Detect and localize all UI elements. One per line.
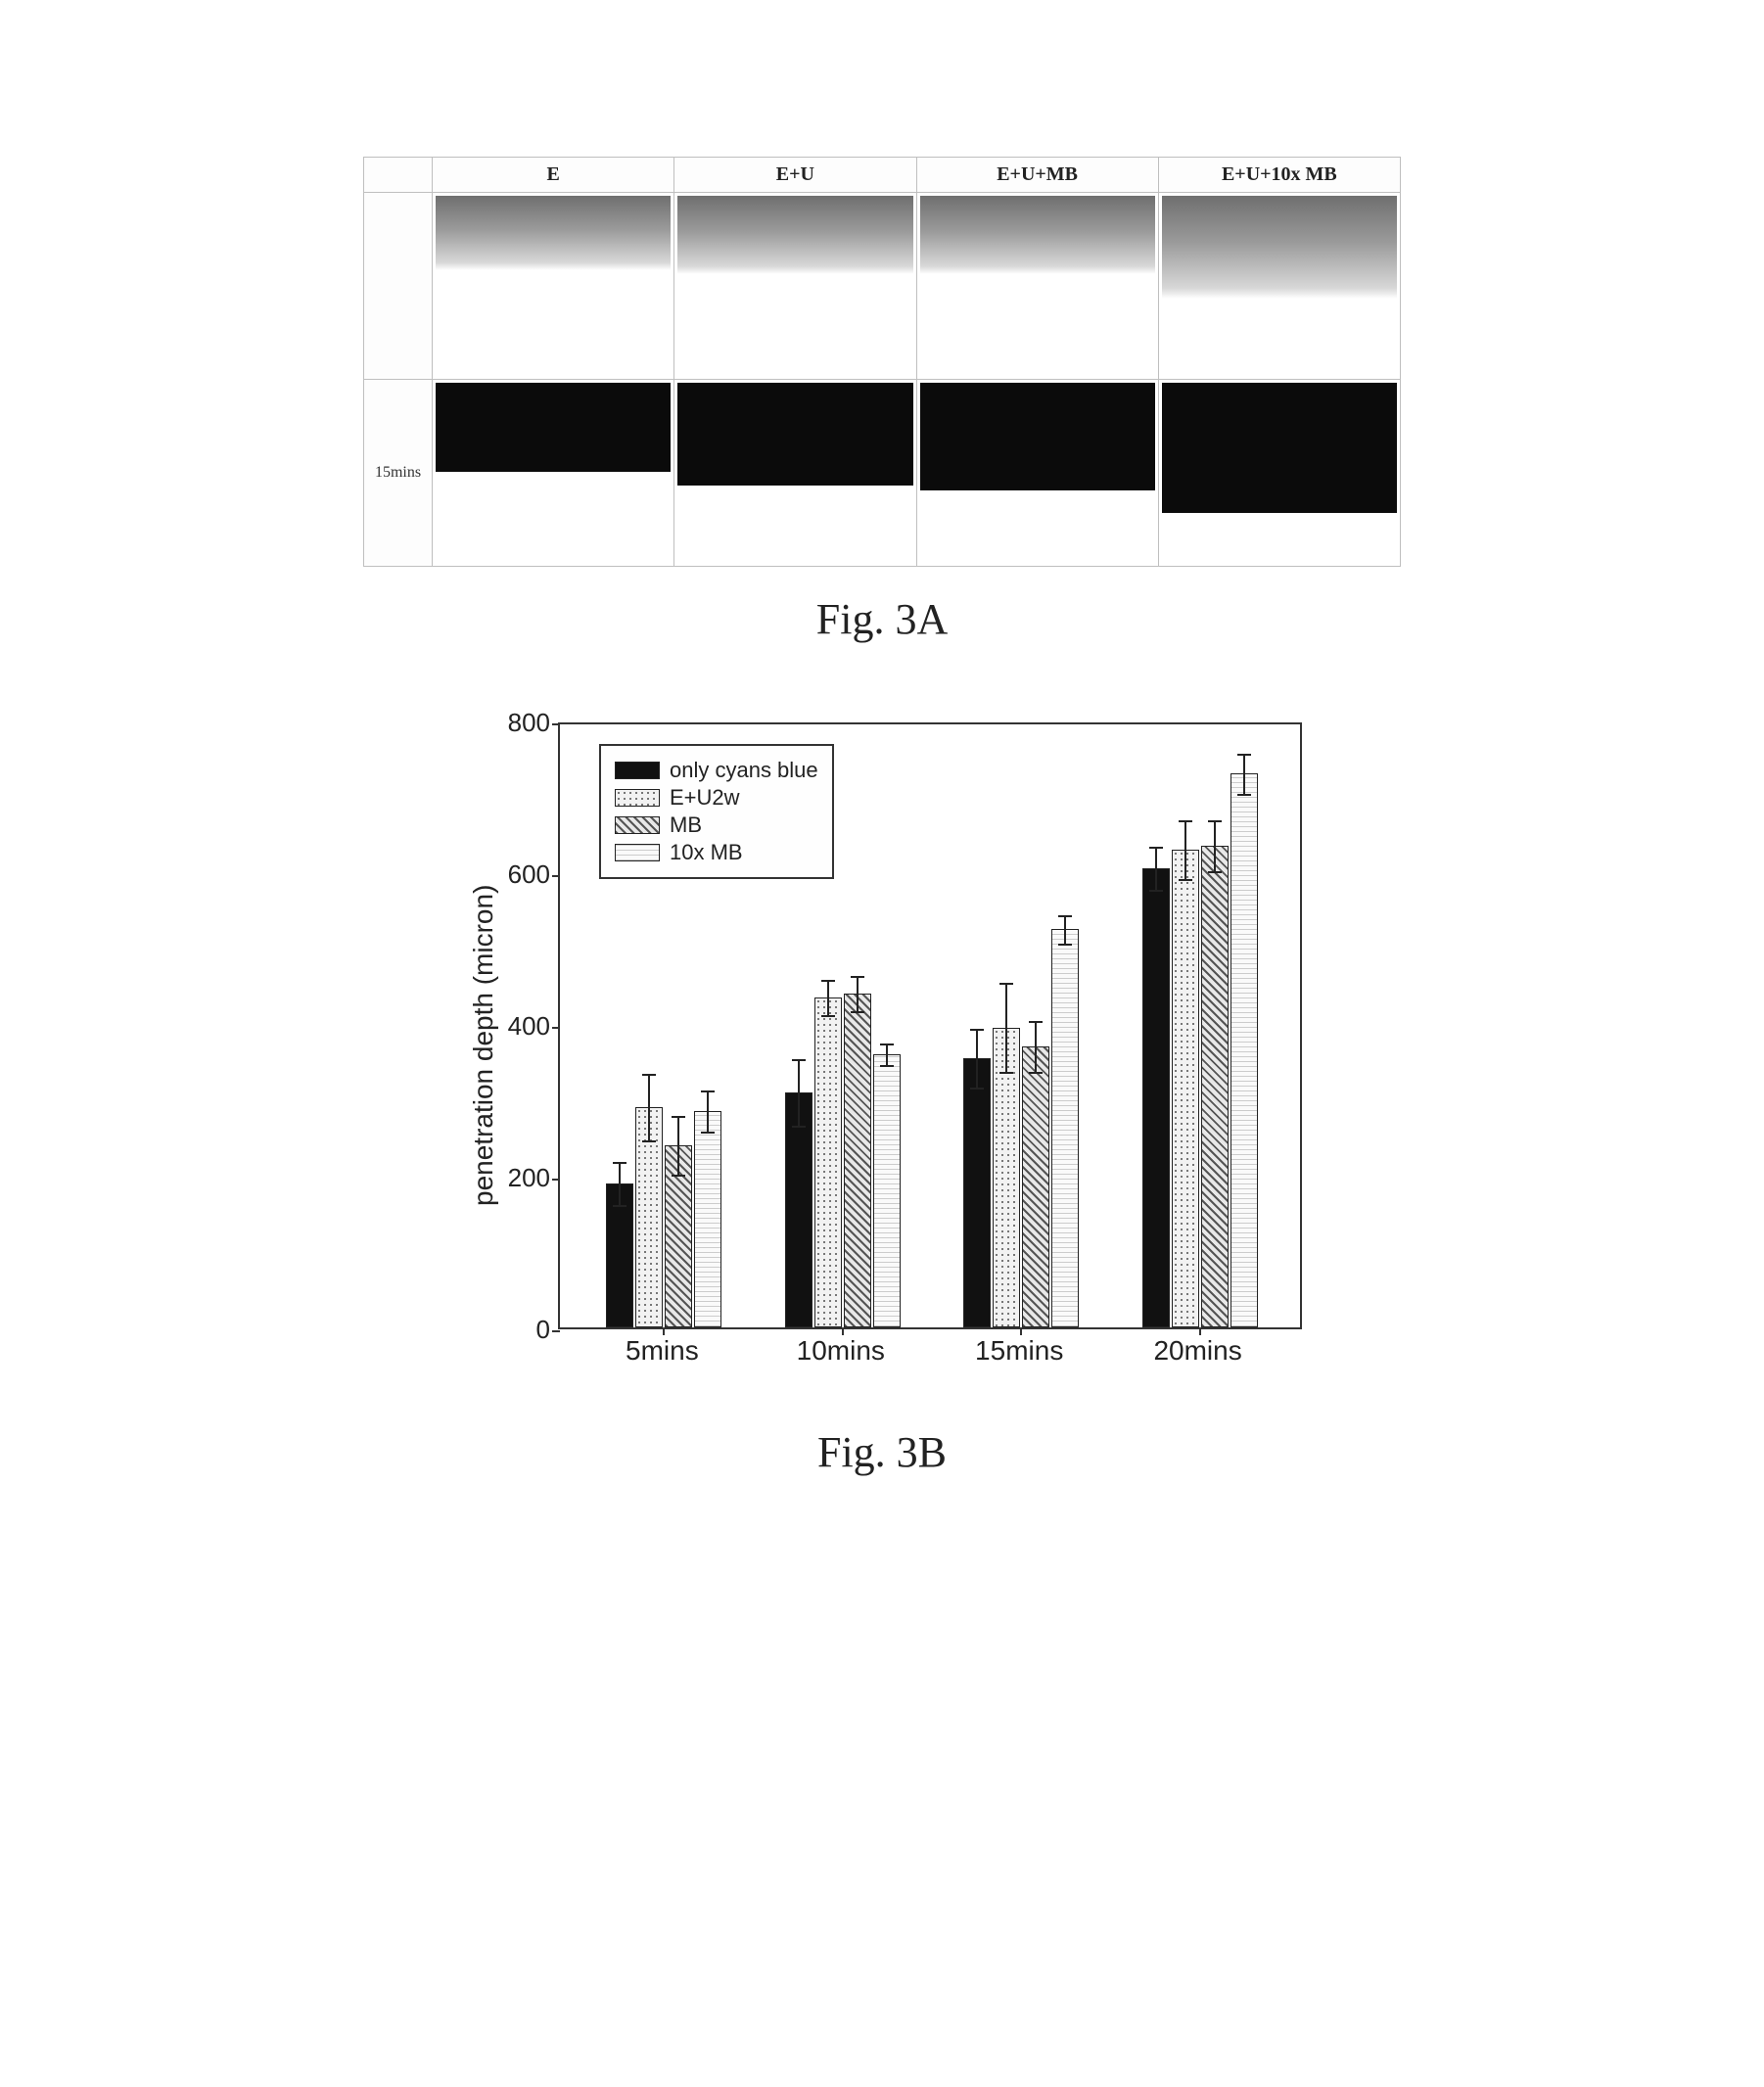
xlabel: 10mins [797,1335,885,1367]
legend-label-1: E+U2w [670,785,740,811]
fig3a-panel: E E+U E+U+MB E+U+10x MB 15mins F [363,157,1401,644]
bar-group [963,929,1079,1327]
fig3a-col-1: E+U [674,158,916,193]
legend-row-3: 10x MB [615,840,818,865]
fig3a-top-2 [917,193,1158,379]
legend-label-2: MB [670,812,702,838]
bar [694,1111,721,1327]
fig3a-bot-2 [917,380,1158,566]
bar [844,994,871,1327]
legend-row-2: MB [615,812,818,838]
bar [665,1145,692,1327]
xlabel: 5mins [626,1335,699,1367]
fig3b-panel: penetration depth (micron) 800 600 400 2… [441,722,1323,1477]
bar [1022,1046,1049,1327]
bar [1230,773,1258,1327]
legend-row-1: E+U2w [615,785,818,811]
legend-swatch-0 [615,762,660,779]
bar-group [606,1107,721,1327]
fig3a-caption: Fig. 3A [363,594,1401,644]
fig3a-col-3: E+U+10x MB [1158,158,1400,193]
fig3b-yaxis: 800 600 400 200 0 [499,722,558,1329]
legend-swatch-3 [615,844,660,861]
legend-label-0: only cyans blue [670,758,818,783]
bar-group [785,994,901,1327]
bar [1051,929,1079,1327]
xlabel: 20mins [1153,1335,1241,1367]
xlabel: 15mins [975,1335,1063,1367]
fig3a-col-0: E [433,158,674,193]
bar [963,1058,991,1327]
fig3a-bot-0 [433,380,673,566]
bar [873,1054,901,1327]
fig3a-rowlabel-bottom: 15mins [364,380,433,567]
fig3a-rowlabel-top [364,193,433,380]
bar [606,1183,633,1327]
bar [814,997,842,1327]
fig3b-xaxis: 5mins 10mins 15mins 20mins [558,1329,1302,1368]
legend-swatch-1 [615,789,660,807]
fig3a-bot-3 [1159,380,1400,566]
legend-label-3: 10x MB [670,840,743,865]
fig3b-caption: Fig. 3B [817,1427,947,1477]
bar [785,1092,812,1327]
fig3a-top-0 [433,193,673,379]
fig3a-top-1 [674,193,915,379]
bar-group [1142,773,1258,1327]
fig3a-table: E E+U E+U+MB E+U+10x MB 15mins [363,157,1401,567]
legend-swatch-2 [615,816,660,834]
fig3b-legend: only cyans blue E+U2w MB 10x MB [599,744,834,879]
bar [1201,846,1229,1327]
fig3a-top-3 [1159,193,1400,379]
bar [993,1028,1020,1327]
bar [635,1107,663,1327]
fig3b-plot: only cyans blue E+U2w MB 10x MB [558,722,1302,1329]
fig3a-col-2: E+U+MB [916,158,1158,193]
legend-row-0: only cyans blue [615,758,818,783]
fig3a-header-blank [364,158,433,193]
bar [1172,850,1199,1327]
fig3a-bot-1 [674,380,915,566]
bar [1142,868,1170,1327]
fig3b-ylabel: penetration depth (micron) [462,722,499,1368]
